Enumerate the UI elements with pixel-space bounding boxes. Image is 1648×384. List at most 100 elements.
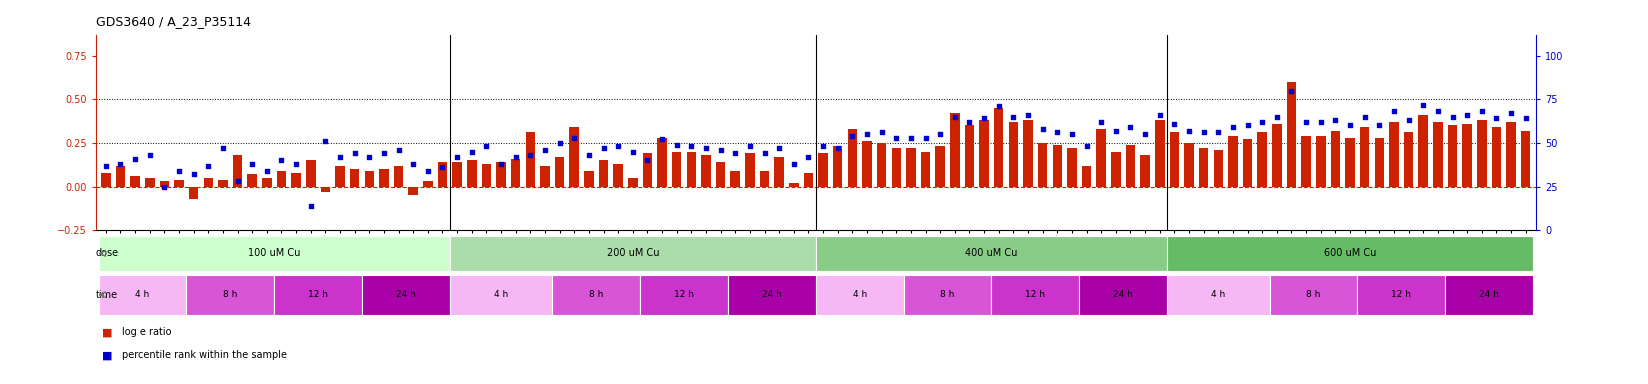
Bar — [1360, 127, 1369, 187]
Bar — [1434, 122, 1442, 187]
Bar — [715, 162, 725, 187]
Text: ■: ■ — [102, 350, 112, 360]
Bar — [99, 236, 450, 271]
Text: log e ratio: log e ratio — [122, 327, 171, 337]
Point — [1147, 112, 1173, 118]
Bar — [115, 166, 125, 187]
Bar — [847, 129, 857, 187]
Bar — [1185, 143, 1193, 187]
Bar — [672, 152, 682, 187]
Point — [356, 154, 382, 160]
Point — [781, 161, 808, 167]
Bar — [555, 157, 564, 187]
Point — [152, 184, 178, 190]
Bar — [394, 166, 404, 187]
Bar — [1213, 150, 1223, 187]
Point — [664, 142, 691, 148]
Text: 8 h: 8 h — [222, 290, 237, 299]
Bar — [450, 275, 552, 315]
Point — [1103, 127, 1129, 134]
Bar — [1079, 275, 1167, 315]
Text: 4 h: 4 h — [135, 290, 150, 299]
Bar — [1272, 124, 1282, 187]
Bar — [1140, 155, 1150, 187]
Point — [1468, 108, 1495, 114]
Point — [443, 154, 470, 160]
Bar — [1053, 145, 1061, 187]
Bar — [639, 275, 728, 315]
Point — [649, 136, 676, 142]
Text: 24 h: 24 h — [1112, 290, 1134, 299]
Point — [707, 147, 733, 153]
Bar — [1462, 124, 1472, 187]
Text: 4 h: 4 h — [852, 290, 867, 299]
Point — [269, 157, 295, 164]
Point — [254, 168, 280, 174]
Bar — [1287, 82, 1297, 187]
Bar — [804, 173, 812, 187]
Bar — [526, 132, 536, 187]
Text: 4 h: 4 h — [1211, 290, 1226, 299]
Point — [986, 103, 1012, 109]
Bar — [363, 275, 450, 315]
Point — [1045, 129, 1071, 136]
Point — [458, 149, 485, 155]
Point — [1351, 114, 1378, 120]
Point — [1307, 119, 1333, 125]
Bar — [1068, 148, 1076, 187]
Bar — [186, 275, 274, 315]
Bar — [1167, 275, 1269, 315]
Text: GDS3640 / A_23_P35114: GDS3640 / A_23_P35114 — [96, 15, 250, 28]
Point — [941, 114, 967, 120]
Bar — [1023, 120, 1033, 187]
Text: 200 uM Cu: 200 uM Cu — [606, 248, 659, 258]
Bar — [1330, 131, 1340, 187]
Bar — [1419, 115, 1427, 187]
Bar — [274, 275, 363, 315]
Point — [824, 145, 850, 151]
Text: 8 h: 8 h — [588, 290, 603, 299]
Point — [532, 147, 559, 153]
Bar — [877, 143, 887, 187]
Point — [1088, 119, 1114, 125]
Text: time: time — [96, 290, 119, 300]
Point — [107, 161, 133, 167]
Point — [1381, 108, 1407, 114]
Bar — [775, 157, 784, 187]
Bar — [832, 146, 842, 187]
Bar — [99, 275, 186, 315]
Point — [181, 171, 208, 177]
Bar — [964, 126, 974, 187]
Point — [620, 149, 646, 155]
Bar — [190, 187, 198, 199]
Bar — [1269, 275, 1358, 315]
Bar — [687, 152, 695, 187]
Point — [430, 164, 456, 170]
Point — [575, 152, 602, 158]
Point — [1132, 131, 1159, 137]
Text: percentile rank within the sample: percentile rank within the sample — [122, 350, 287, 360]
Point — [809, 143, 836, 149]
Bar — [1447, 126, 1457, 187]
Bar — [862, 141, 872, 187]
Bar — [700, 155, 710, 187]
Bar — [175, 180, 185, 187]
Point — [311, 138, 338, 144]
Bar — [552, 275, 639, 315]
Point — [517, 152, 544, 158]
Point — [1220, 124, 1246, 130]
Point — [634, 157, 661, 164]
Bar — [1521, 131, 1531, 187]
Point — [926, 131, 953, 137]
Point — [194, 163, 221, 169]
Point — [1483, 116, 1510, 122]
Bar — [892, 148, 901, 187]
Bar — [438, 162, 447, 187]
Bar — [816, 236, 1167, 271]
Bar — [1302, 136, 1310, 187]
Text: 8 h: 8 h — [941, 290, 954, 299]
Point — [224, 178, 250, 185]
Point — [341, 151, 368, 157]
Point — [1234, 122, 1261, 129]
Bar — [906, 148, 916, 187]
